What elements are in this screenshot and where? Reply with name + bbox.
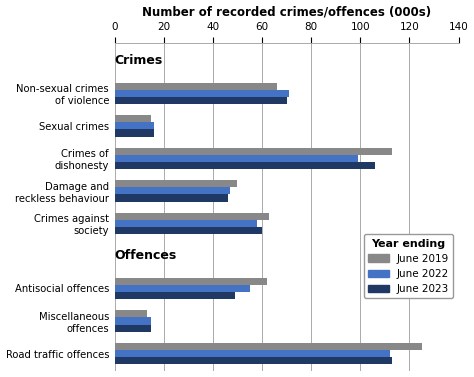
Bar (115, 220, 257, 227)
Bar (115, 195, 228, 202)
Bar (115, 357, 392, 364)
Bar (115, 227, 262, 234)
Bar (115, 350, 390, 357)
Bar (115, 325, 152, 332)
Bar (115, 317, 152, 325)
Bar (115, 115, 152, 122)
Bar (115, 122, 154, 129)
Bar (115, 162, 375, 169)
Bar (115, 310, 146, 317)
Bar (115, 187, 230, 195)
Bar (115, 292, 235, 299)
Bar (115, 343, 422, 350)
Bar (115, 180, 237, 187)
Legend: June 2019, June 2022, June 2023: June 2019, June 2022, June 2023 (364, 234, 453, 298)
Bar (115, 83, 277, 90)
Text: Crimes: Crimes (115, 54, 163, 67)
Bar (115, 155, 358, 162)
Text: Offences: Offences (115, 250, 177, 262)
X-axis label: Number of recorded crimes/offences (000s): Number of recorded crimes/offences (000s… (142, 6, 431, 18)
Bar (115, 278, 267, 285)
Bar (115, 148, 392, 155)
Bar (115, 129, 154, 136)
Bar (115, 285, 250, 292)
Bar (115, 90, 289, 97)
Bar (115, 213, 269, 220)
Bar (115, 97, 287, 104)
